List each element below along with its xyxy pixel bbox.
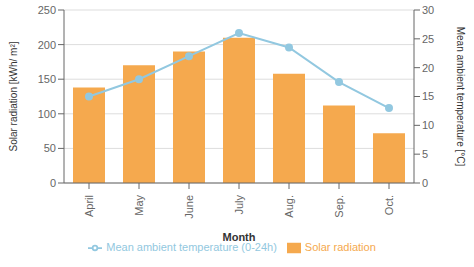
svg-text:250: 250 — [38, 4, 56, 16]
svg-text:May: May — [133, 195, 145, 216]
svg-text:25: 25 — [422, 33, 434, 45]
svg-text:150: 150 — [38, 73, 56, 85]
svg-text:Sep.: Sep. — [333, 195, 345, 218]
svg-text:15: 15 — [422, 90, 434, 102]
svg-text:10: 10 — [422, 119, 434, 131]
svg-text:June: June — [183, 195, 195, 219]
svg-text:0: 0 — [422, 177, 428, 189]
svg-text:30: 30 — [422, 4, 434, 16]
svg-text:20: 20 — [422, 62, 434, 74]
svg-text:Solar radiation [kWh/ m²]: Solar radiation [kWh/ m²] — [8, 41, 19, 151]
svg-text:50: 50 — [44, 142, 56, 154]
svg-text:5: 5 — [422, 148, 428, 160]
svg-text:0: 0 — [50, 177, 56, 189]
svg-text:July: July — [233, 195, 245, 215]
html-text:Mean ambient temperature (0-24: Mean ambient temperature (0-24h) — [106, 241, 277, 253]
svg-text:200: 200 — [38, 39, 56, 51]
svg-text:Aug.: Aug. — [283, 195, 295, 218]
svg-text:Month: Month — [223, 231, 256, 243]
svg-text:100: 100 — [38, 108, 56, 120]
svg-text:Oct.: Oct. — [383, 195, 395, 215]
svg-text:April: April — [83, 195, 95, 217]
svg-text:Mean ambient temperature [°C]: Mean ambient temperature [°C] — [455, 27, 466, 167]
html-text:Solar radiation: Solar radiation — [304, 241, 376, 253]
